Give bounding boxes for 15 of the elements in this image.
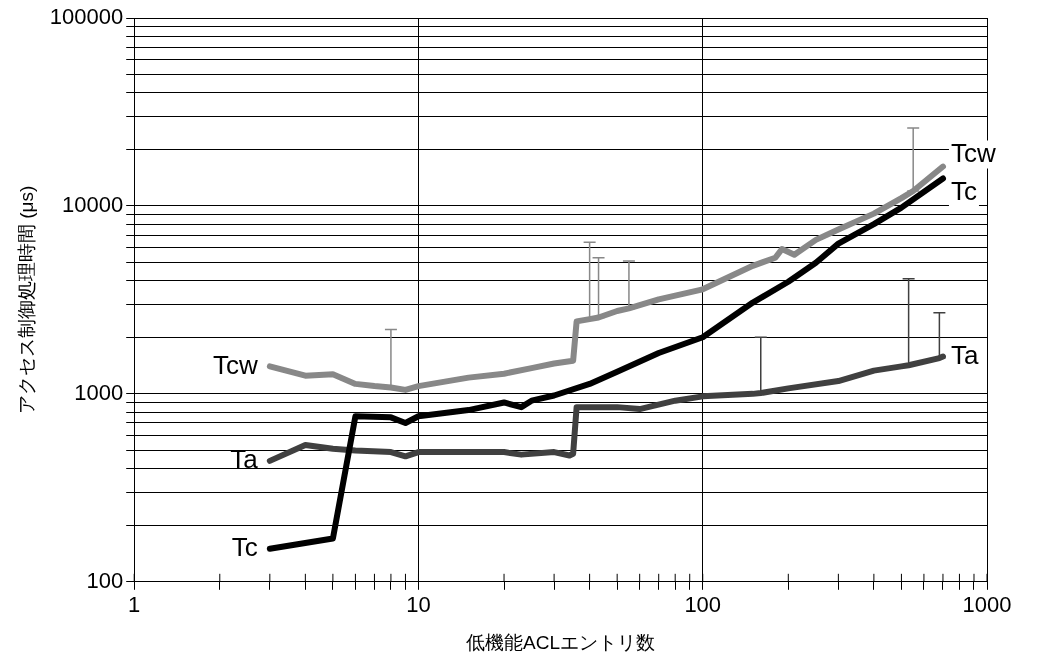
- x-axis-title: 低機能ACLエントリ数: [466, 631, 656, 653]
- y-tick-label: 10000: [62, 192, 124, 217]
- y-tick-label: 100000: [49, 4, 124, 30]
- text: Tcw: [213, 349, 258, 380]
- series-label: Tc: [950, 175, 977, 206]
- y-tick-label: 1000: [74, 379, 124, 405]
- y-tick-label: 100: [86, 567, 124, 593]
- x-tick-label: 10: [406, 592, 431, 618]
- y-axis-title: アクセス制御処理時間 (μs): [15, 185, 37, 415]
- text: Tc: [231, 531, 258, 562]
- x-tick-label: 1000: [962, 592, 1012, 618]
- x-tick-label: 100: [684, 592, 722, 618]
- series-label: Ta: [950, 339, 979, 370]
- x-tick-label: 1: [128, 592, 141, 618]
- series-label: Tcw: [950, 137, 996, 168]
